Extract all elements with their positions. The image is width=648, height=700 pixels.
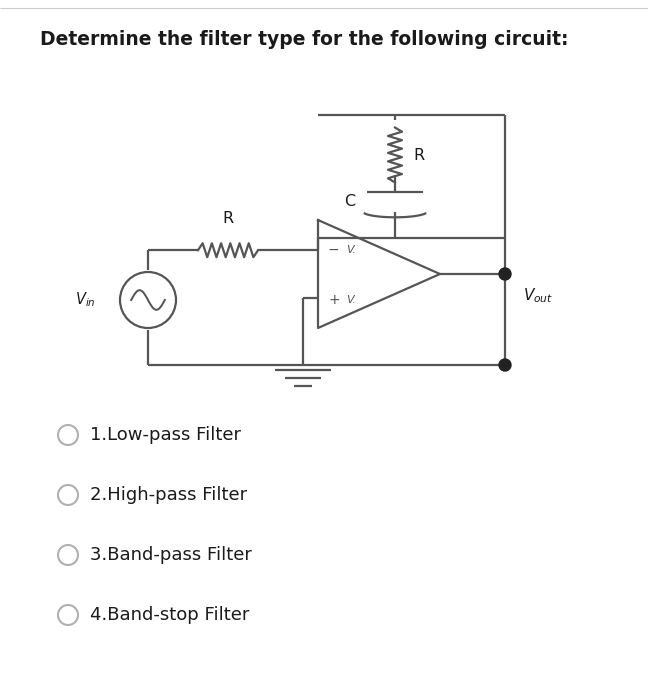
Text: R: R: [413, 148, 424, 162]
Circle shape: [499, 268, 511, 280]
Text: Determine the filter type for the following circuit:: Determine the filter type for the follow…: [40, 30, 568, 49]
Text: +: +: [328, 293, 340, 307]
Circle shape: [499, 359, 511, 371]
Text: 1.Low-pass Filter: 1.Low-pass Filter: [90, 426, 241, 444]
Text: R: R: [222, 211, 233, 226]
Text: −: −: [328, 243, 340, 257]
Text: V.: V.: [346, 295, 356, 304]
Text: 4.Band-stop Filter: 4.Band-stop Filter: [90, 606, 249, 624]
Text: $V_{in}$: $V_{in}$: [75, 290, 96, 309]
Text: C: C: [344, 194, 355, 209]
Text: 2.High-pass Filter: 2.High-pass Filter: [90, 486, 247, 504]
Text: $V_{out}$: $V_{out}$: [523, 287, 553, 305]
Text: V.: V.: [346, 245, 356, 255]
Text: 3.Band-pass Filter: 3.Band-pass Filter: [90, 546, 252, 564]
